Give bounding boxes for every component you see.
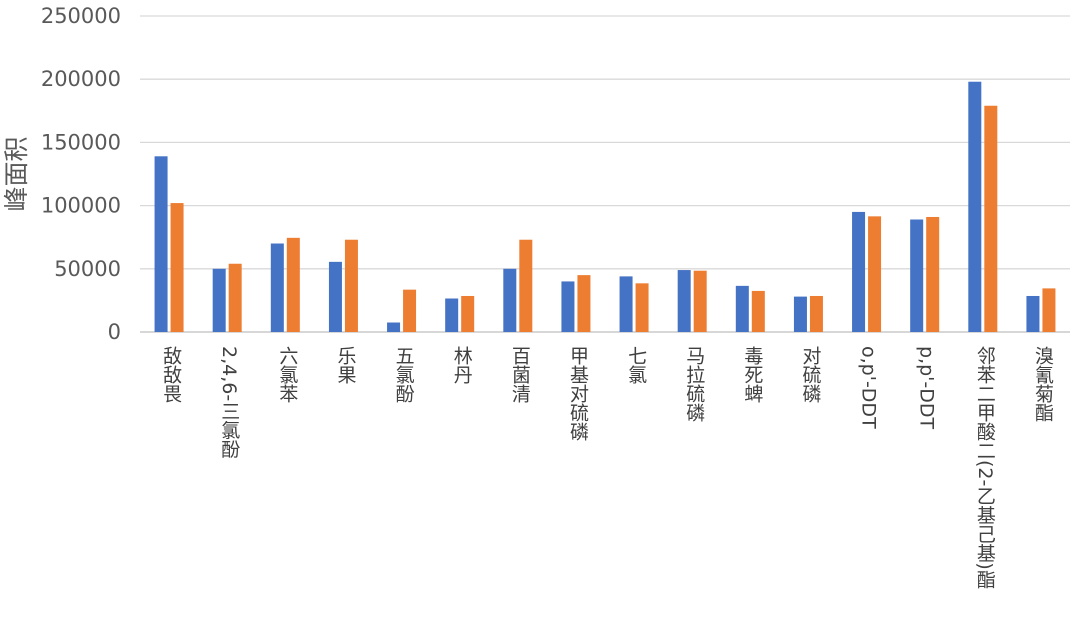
category-label: 百菌清	[509, 346, 531, 403]
x-axis-categories: 敌敌畏 2,4,6-三氯酚 六氯苯 乐果 五氯酚 林丹 百菌清 甲基对硫磷 七氯 马拉硫磷 毒死蜱 对…	[160, 346, 1054, 589]
bar	[403, 289, 417, 332]
category-label: 甲基对硫磷	[567, 346, 589, 441]
category-label: 五氯酚	[393, 346, 415, 403]
bar	[461, 295, 475, 332]
bar	[561, 281, 575, 332]
y-tick-label: 0	[108, 320, 121, 344]
bar	[212, 268, 226, 332]
category-label: 六氯苯	[276, 346, 298, 403]
bar	[1026, 295, 1040, 332]
category-label: 乐果	[334, 346, 356, 384]
bar	[503, 268, 517, 332]
bar	[619, 276, 633, 332]
category-label: 林丹	[451, 346, 473, 384]
category-label: o,p'-DDT	[858, 346, 880, 429]
y-tick-label: 250000	[41, 4, 121, 28]
category-label: 对硫磷	[799, 346, 821, 403]
bar	[910, 219, 924, 332]
bar	[809, 295, 823, 332]
bar	[735, 285, 749, 332]
bar	[635, 283, 649, 332]
bar	[793, 296, 807, 332]
bar	[154, 156, 168, 332]
bar	[445, 298, 459, 332]
category-label: 马拉硫磷	[683, 346, 705, 422]
bar	[677, 270, 691, 332]
bar	[968, 81, 982, 332]
category-label: 2,4,6-三氯酚	[218, 346, 240, 458]
bar	[984, 105, 998, 332]
bar	[852, 211, 866, 332]
y-axis-ticks: 0 50000 100000 150000 200000 250000	[41, 4, 121, 344]
y-tick-label: 100000	[41, 194, 121, 218]
bar	[387, 322, 401, 332]
bar	[270, 243, 284, 332]
category-label: 七氯	[625, 346, 647, 384]
y-axis-label: 峰面积	[2, 136, 31, 211]
y-tick-label: 50000	[54, 257, 121, 281]
bar	[170, 203, 184, 332]
category-label: p,p'-DDT	[916, 346, 938, 430]
bar	[577, 275, 591, 332]
bars	[154, 81, 1056, 332]
bar	[1042, 288, 1056, 332]
bar	[751, 290, 765, 332]
y-tick-label: 200000	[41, 67, 121, 91]
bar	[328, 261, 342, 332]
bar	[228, 263, 242, 332]
category-label: 敌敌畏	[160, 346, 182, 403]
category-label: 溴氰菊酯	[1032, 346, 1054, 422]
bar	[926, 216, 940, 332]
bar	[519, 239, 533, 332]
y-tick-label: 150000	[41, 130, 121, 154]
bar	[344, 239, 358, 332]
category-label: 邻苯二甲酸二(2-乙基己基)酯	[974, 346, 996, 589]
bar	[868, 216, 882, 332]
category-label: 毒死蜱	[741, 346, 763, 403]
bar	[286, 237, 300, 332]
bar	[693, 270, 707, 332]
